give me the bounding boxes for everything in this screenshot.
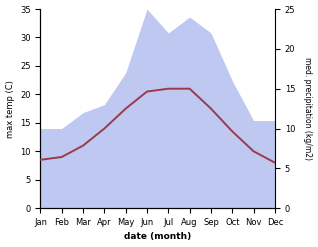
Y-axis label: max temp (C): max temp (C) [5,80,15,138]
X-axis label: date (month): date (month) [124,232,191,242]
Y-axis label: med. precipitation (kg/m2): med. precipitation (kg/m2) [303,57,313,160]
